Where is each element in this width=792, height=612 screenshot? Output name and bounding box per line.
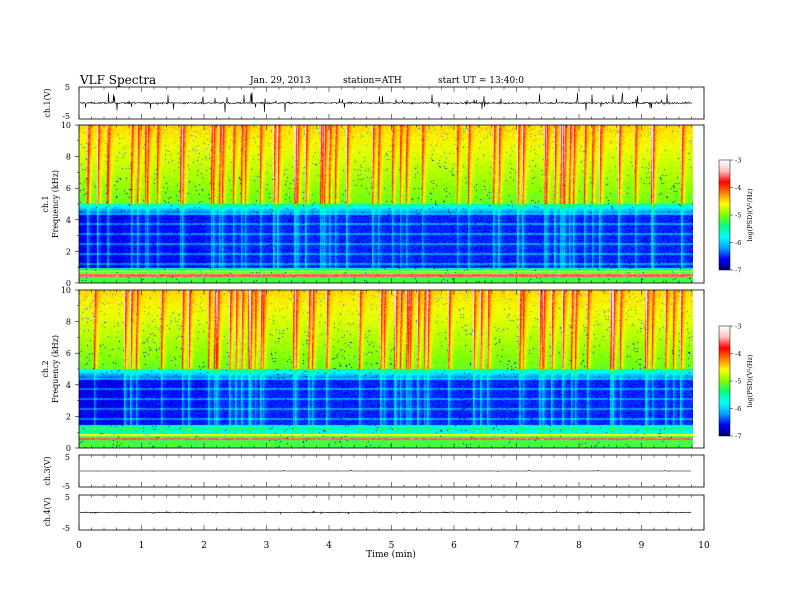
time-tick-label: 10 <box>698 541 710 551</box>
time-tick-label: 7 <box>514 541 520 551</box>
time-tick-label: 3 <box>264 541 270 551</box>
ch4-ytick-min: -5 <box>62 524 70 533</box>
colorbar-tick-label: -4 <box>735 184 741 192</box>
ch3-ytick-max: 5 <box>65 453 70 462</box>
time-tick-label: 0 <box>76 541 82 551</box>
ch4-ytick-max: 5 <box>65 493 70 502</box>
frequency-tick-label: 2 <box>66 412 71 421</box>
date-label: Jan. 29, 2013 <box>249 76 311 86</box>
ch1-ytick-max: 5 <box>65 83 70 92</box>
frequency-tick-label: 8 <box>66 318 71 327</box>
colorbar-tick-label: -7 <box>735 433 741 441</box>
figure-title: VLF Spectra <box>79 73 156 87</box>
colorbar-tick-label: -3 <box>735 323 741 331</box>
time-tick-label: 8 <box>576 541 582 551</box>
colorbar-tick-label: -6 <box>735 239 741 247</box>
frequency-tick-label: 10 <box>61 121 71 130</box>
ch4-waveform-line <box>79 510 692 516</box>
time-tick-label: 9 <box>639 541 645 551</box>
start-time-label: start UT = 13:40:0 <box>438 76 524 86</box>
ch2-spectrogram-image <box>79 290 693 448</box>
frequency-tick-label: 6 <box>66 184 71 193</box>
time-tick-label: 1 <box>139 541 145 551</box>
ch1-spectrogram-empty-tail <box>693 125 704 283</box>
ch1-colorbar-ticks: -3 -4 -5 -6 -7 <box>730 157 741 275</box>
colorbar-tick-label: -5 <box>735 212 741 220</box>
time-tick-label: 4 <box>326 541 332 551</box>
ch2-colorbar-gradient <box>718 325 731 437</box>
ch2-spectrogram-panel: 0 2 4 6 8 10 ch.2 Frequency (kHz) <box>41 286 705 453</box>
ch1-spectrogram-image <box>79 125 693 283</box>
ch1-colorbar-gradient <box>718 159 731 271</box>
time-axis-tick-labels: 0 1 2 3 4 5 6 7 8 9 10 <box>76 541 710 551</box>
ch2-colorbar: -3 -4 -5 -6 -7 log(PSD)(V²/Hz) <box>718 323 754 441</box>
ch2-colorbar-ticks: -3 -4 -5 -6 -7 <box>730 323 741 441</box>
time-tick-label: 2 <box>201 541 207 551</box>
ch1-channel-label: ch.1 <box>41 195 50 212</box>
colorbar-tick-label: -3 <box>735 157 741 165</box>
ch4-waveform-panel: 5 -5 ch.4(V) <box>43 493 705 533</box>
frequency-tick-label: 0 <box>66 279 71 288</box>
ch1-waveform-panel: 5 -5 ch.1(V) <box>43 83 705 121</box>
time-axis-ticks <box>78 87 705 530</box>
ch1-frequency-ticks: 0 2 4 6 8 10 <box>61 121 79 288</box>
time-tick-label: 6 <box>451 541 457 551</box>
frequency-tick-label: 4 <box>66 216 71 225</box>
ch1-frequency-axis-label: Frequency (kHz) <box>51 170 60 238</box>
frequency-tick-label: 2 <box>66 247 71 256</box>
ch4-waveform-ylabel: ch.4(V) <box>43 497 52 526</box>
ch3-waveform-panel: 5 -5 ch.3(V) <box>43 453 705 491</box>
station-label: station=ATH <box>343 76 402 86</box>
ch2-frequency-axis-label: Frequency (kHz) <box>51 335 60 403</box>
ch1-ytick-min: -5 <box>62 112 70 121</box>
colorbar-tick-label: -5 <box>735 378 741 386</box>
frequency-tick-label: 0 <box>66 444 71 453</box>
ch1-colorbar-label: log(PSD)(V²/Hz) <box>746 188 754 241</box>
ch3-waveform-line <box>80 469 691 472</box>
ch2-colorbar-label: log(PSD)(V²/Hz) <box>746 354 754 407</box>
colorbar-tick-label: -7 <box>735 267 741 275</box>
ch1-spectrogram-panel: 0 2 4 6 8 10 ch.1 Frequency (kHz) <box>41 121 705 288</box>
frequency-tick-label: 4 <box>66 381 71 390</box>
ch3-ytick-min: -5 <box>62 482 70 491</box>
time-tick-label: 5 <box>389 541 395 551</box>
frequency-tick-label: 8 <box>66 153 71 162</box>
ch1-waveform-ylabel: ch.1(V) <box>43 88 52 117</box>
ch2-frequency-ticks: 0 2 4 6 8 10 <box>61 286 79 453</box>
ch3-waveform-ylabel: ch.3(V) <box>43 456 52 485</box>
ch2-spectrogram-empty-tail <box>693 290 704 448</box>
time-axis-label: Time (min) <box>366 549 416 560</box>
frequency-tick-label: 10 <box>61 286 71 295</box>
ch2-channel-label: ch.2 <box>41 360 50 377</box>
ch1-waveform-line <box>79 92 692 113</box>
frequency-tick-label: 6 <box>66 349 71 358</box>
ch1-colorbar: -3 -4 -5 -6 -7 log(PSD)(V²/Hz) <box>718 157 754 275</box>
colorbar-tick-label: -4 <box>735 350 741 358</box>
colorbar-tick-label: -6 <box>735 405 741 413</box>
